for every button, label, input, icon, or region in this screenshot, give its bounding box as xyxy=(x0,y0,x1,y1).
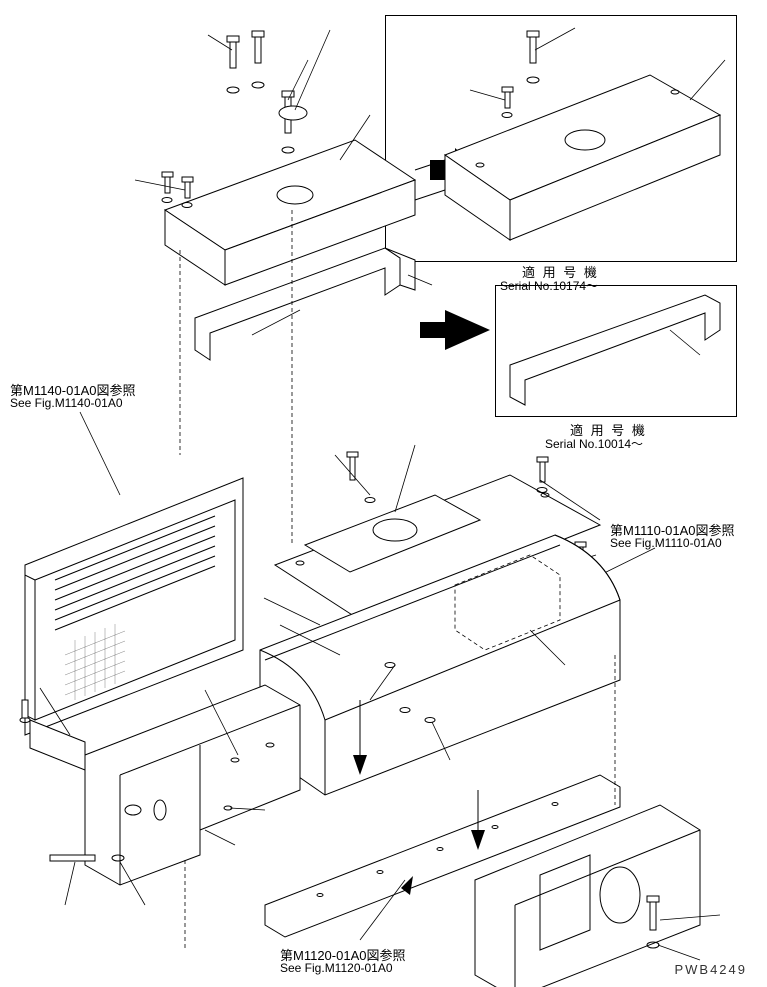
exploded-diagram-svg xyxy=(0,0,767,987)
part-handle-alt xyxy=(510,295,720,405)
leader-m1140 xyxy=(80,412,120,495)
part-left-strip xyxy=(30,720,85,770)
fasteners-top-cover-alt xyxy=(502,31,539,118)
leader-seal-strip xyxy=(264,598,320,625)
part-top-cover-alt xyxy=(445,75,720,240)
arrow-to-handle-inset xyxy=(420,310,490,350)
leader-handle-alt xyxy=(670,330,700,355)
part-radiator-panel xyxy=(25,500,235,720)
